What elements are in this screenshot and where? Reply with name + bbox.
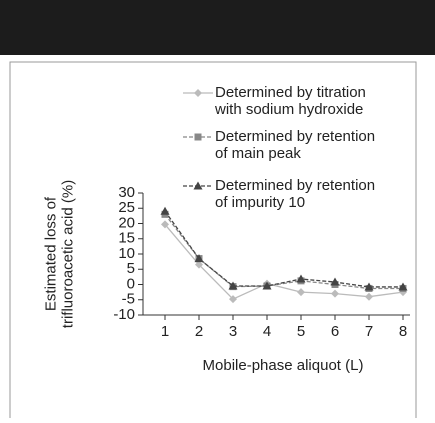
x-tick-label: 8 <box>399 323 407 340</box>
marker <box>194 133 202 141</box>
y-tick-label: 25 <box>118 199 135 216</box>
marker <box>297 288 305 297</box>
series-line <box>164 213 403 290</box>
marker <box>331 289 339 298</box>
legend-label: Determined by retention of main peak <box>215 128 375 162</box>
marker <box>160 206 170 215</box>
x-tick-label: 2 <box>195 323 203 340</box>
x-tick-label: 4 <box>263 323 271 340</box>
y-tick-label: -5 <box>122 291 135 308</box>
marker <box>398 282 408 291</box>
series-line <box>164 210 403 288</box>
x-tick-label: 7 <box>365 323 373 340</box>
header-bar <box>0 0 435 55</box>
x-tick-label: 1 <box>161 323 169 340</box>
series-line <box>164 223 404 300</box>
x-tick-label: 5 <box>297 323 305 340</box>
marker <box>228 281 238 290</box>
panel <box>9 61 417 423</box>
y-tick-label: 30 <box>118 184 135 201</box>
marker <box>330 277 340 286</box>
y-tick-label: 20 <box>118 214 135 231</box>
marker <box>194 254 204 263</box>
x-axis-label: Mobile-phase aliquot (L) <box>203 357 364 374</box>
marker <box>365 292 373 301</box>
y-tick-label: 15 <box>118 230 135 247</box>
legend-label: Determined by retention of impurity 10 <box>215 177 375 211</box>
marker <box>296 274 306 283</box>
marker <box>262 281 272 290</box>
marker <box>161 220 169 229</box>
legend-label: Determined by titration with sodium hydro… <box>214 84 366 118</box>
marker <box>195 260 203 269</box>
marker <box>364 282 374 291</box>
x-tick-label: 3 <box>229 323 237 340</box>
y-tick-label: -10 <box>113 306 135 323</box>
x-tick-label: 6 <box>331 323 339 340</box>
marker <box>194 89 202 97</box>
y-tick-label: 10 <box>118 245 135 262</box>
y-tick-label: 5 <box>127 260 135 277</box>
y-axis-label: Estimated loss oftrifluoroacetic acid (%… <box>42 180 76 328</box>
y-tick-label: 0 <box>127 275 135 292</box>
marker <box>193 181 203 190</box>
marker <box>229 295 237 304</box>
